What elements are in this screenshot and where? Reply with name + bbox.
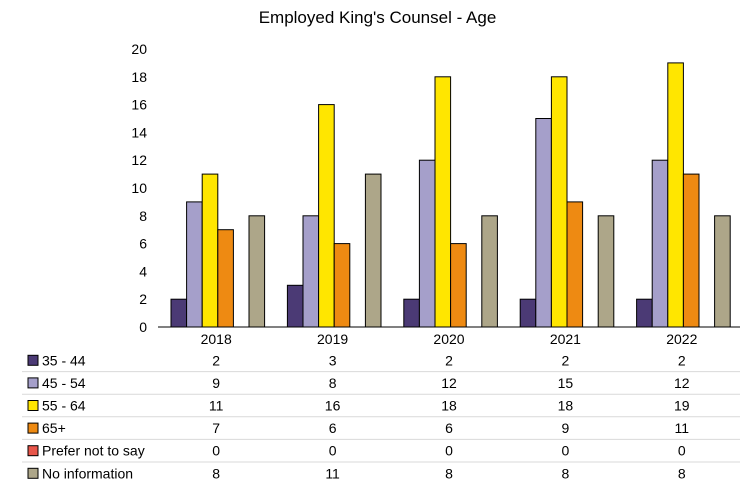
data-table-value: 9: [212, 375, 220, 391]
bar: [201, 173, 219, 328]
data-table-value: 7: [212, 420, 220, 436]
data-table-value: 0: [445, 443, 453, 459]
bar: [550, 76, 568, 328]
legend-swatch: [27, 354, 39, 366]
data-table-value: 11: [675, 420, 690, 436]
x-tick-label: 2019: [317, 331, 348, 347]
legend-label: 65+: [42, 420, 66, 436]
data-table-value: 6: [445, 420, 453, 436]
legend-label: Prefer not to say: [42, 443, 145, 459]
bar: [450, 243, 467, 328]
data-table-value: 11: [325, 465, 340, 481]
legend-swatch: [27, 400, 39, 411]
legend-swatch: [27, 377, 39, 389]
legend-label: 45 - 54: [42, 375, 86, 391]
data-table-value: 8: [678, 465, 686, 481]
legend-label: 55 - 64: [42, 398, 86, 414]
data-table-value: 3: [329, 352, 337, 368]
bar: [403, 298, 420, 328]
bar: [217, 229, 234, 328]
legend-swatch: [27, 422, 39, 434]
legend-label: 35 - 44: [42, 352, 86, 368]
legend-label: No information: [42, 465, 133, 481]
bar: [286, 284, 304, 328]
data-table-value: 12: [674, 375, 690, 391]
data-table-value: 2: [678, 352, 686, 368]
data-table-value: 15: [558, 375, 574, 391]
x-tick-label: 2022: [666, 331, 697, 347]
data-table-value: 0: [212, 443, 220, 459]
legend-swatch: [27, 467, 39, 479]
data-table-value: 11: [209, 398, 224, 414]
data-table-value: 0: [562, 443, 570, 459]
y-tick-label: 10: [131, 180, 147, 196]
bar: [597, 215, 615, 328]
data-table-value: 6: [329, 420, 337, 436]
data-table-value: 12: [441, 375, 457, 391]
bar: [434, 76, 452, 328]
bar: [418, 159, 436, 328]
data-table-value: 16: [325, 398, 341, 414]
bar: [186, 201, 203, 328]
y-tick-label: 8: [139, 208, 147, 224]
data-table-value: 8: [212, 465, 220, 481]
bar: [714, 215, 731, 328]
data-table-value: 0: [678, 443, 686, 459]
chart-title: Employed King's Counsel - Age: [258, 8, 497, 27]
bar: [682, 173, 700, 328]
bar: [535, 118, 552, 328]
bar: [248, 215, 266, 328]
y-tick-label: 18: [131, 69, 147, 85]
bar: [519, 298, 537, 328]
bar: [318, 104, 335, 328]
x-tick-label: 2018: [201, 331, 232, 347]
data-table-value: 19: [674, 398, 690, 414]
data-table-value: 8: [329, 375, 337, 391]
x-tick-label: 2020: [433, 331, 464, 347]
data-table-value: 18: [558, 398, 574, 414]
y-tick-label: 14: [131, 124, 147, 140]
data-table-value: 2: [212, 352, 220, 368]
y-tick-label: 4: [139, 263, 147, 279]
y-tick-label: 2: [139, 291, 147, 307]
bar: [636, 298, 653, 328]
data-table-value: 8: [562, 465, 570, 481]
y-tick-label: 12: [131, 152, 147, 168]
data-table-value: 18: [441, 398, 457, 414]
bar: [364, 173, 382, 328]
data-table-value: 0: [329, 443, 337, 459]
bar: [667, 62, 684, 328]
bar: [481, 215, 498, 328]
data-table-value: 9: [562, 420, 570, 436]
bar: [333, 243, 351, 328]
data-table-value: 8: [445, 465, 453, 481]
y-tick-label: 6: [139, 236, 147, 252]
bar: [566, 201, 584, 328]
y-tick-label: 0: [139, 319, 147, 335]
x-tick-label: 2021: [550, 331, 581, 347]
bar: [170, 298, 188, 328]
legend-swatch: [27, 445, 39, 457]
y-tick-label: 20: [131, 41, 147, 57]
bar: [651, 159, 669, 328]
bar: [302, 215, 320, 328]
y-tick-label: 16: [131, 97, 147, 113]
data-table-value: 2: [445, 352, 453, 368]
data-table-value: 2: [562, 352, 570, 368]
